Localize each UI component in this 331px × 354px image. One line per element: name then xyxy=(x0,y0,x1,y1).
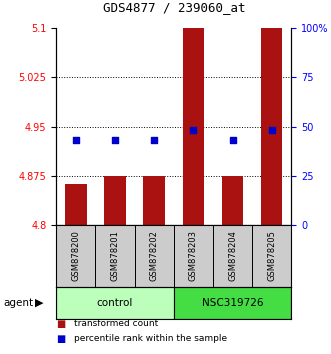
Bar xyxy=(252,225,291,287)
Bar xyxy=(222,176,243,225)
Bar xyxy=(143,176,165,225)
Text: transformed count: transformed count xyxy=(74,319,159,329)
Bar xyxy=(56,225,95,287)
Bar xyxy=(213,225,252,287)
Text: GDS4877 / 239060_at: GDS4877 / 239060_at xyxy=(103,1,245,14)
Text: percentile rank within the sample: percentile rank within the sample xyxy=(74,334,228,343)
Text: GSM878203: GSM878203 xyxy=(189,230,198,281)
Point xyxy=(73,137,78,143)
Text: ▶: ▶ xyxy=(35,298,43,308)
Bar xyxy=(135,225,174,287)
Text: ■: ■ xyxy=(56,334,66,344)
Bar xyxy=(183,28,204,225)
Text: GSM878205: GSM878205 xyxy=(267,230,276,281)
Bar xyxy=(65,184,87,225)
Bar xyxy=(95,225,135,287)
Bar xyxy=(261,28,282,225)
Point xyxy=(269,128,274,133)
Text: NSC319726: NSC319726 xyxy=(202,298,263,308)
Text: GSM878201: GSM878201 xyxy=(111,230,119,281)
Bar xyxy=(174,287,291,319)
Point xyxy=(152,137,157,143)
Bar xyxy=(56,287,174,319)
Point xyxy=(230,137,235,143)
Point xyxy=(191,128,196,133)
Bar xyxy=(174,225,213,287)
Bar xyxy=(104,176,126,225)
Text: agent: agent xyxy=(3,298,33,308)
Point xyxy=(113,137,118,143)
Text: control: control xyxy=(97,298,133,308)
Text: GSM878200: GSM878200 xyxy=(71,230,80,281)
Text: GSM878202: GSM878202 xyxy=(150,230,159,281)
Text: GSM878204: GSM878204 xyxy=(228,230,237,281)
Text: ■: ■ xyxy=(56,319,66,329)
